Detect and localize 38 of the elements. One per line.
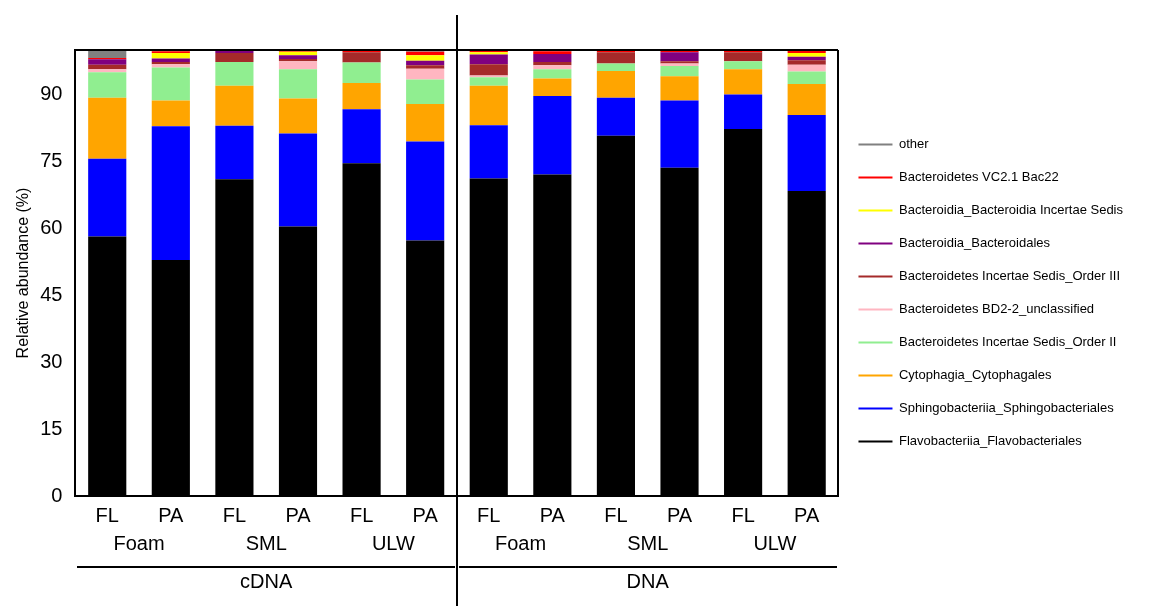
- x-tick-label: PA: [666, 503, 693, 526]
- legend-label: Bacteroidetes VC2.1 Bac22: [898, 169, 1059, 185]
- legend-label: Bacteroidia_Bacteroidales: [898, 235, 1051, 251]
- legend-label: Sphingobacteriia_Sphingobacteriales: [898, 400, 1115, 416]
- text: ULW: [371, 531, 415, 554]
- x-tick-label: FL: [349, 503, 374, 526]
- legend-label: Cytophagia_Cytophagales: [898, 367, 1052, 383]
- x-tick-label: PA: [285, 503, 312, 526]
- x-tick-label: FL: [477, 503, 501, 526]
- x-tick-label: PA: [158, 503, 185, 526]
- y-tick-label: 0: [51, 483, 63, 506]
- x-tick-label: PA: [539, 503, 566, 526]
- x-tick-label: FL: [604, 503, 628, 526]
- y-tick-label: 90: [40, 82, 63, 105]
- y-tick-label: 60: [40, 215, 63, 238]
- legend-label: other: [898, 136, 930, 152]
- legend-label: Bacteroidetes Incertae Sedis_Order III: [898, 268, 1121, 284]
- y-tick-label: 30: [40, 349, 63, 372]
- text: SML: [627, 531, 669, 554]
- y-tick-label: 15: [40, 416, 63, 439]
- y-axis-title: Relative abundance (%): [14, 187, 32, 359]
- y-tick-label: 75: [40, 149, 63, 172]
- legend-label: Flavobacteriia_Flavobacteriales: [898, 433, 1083, 449]
- text: SML: [245, 531, 287, 554]
- y-tick-label: 45: [40, 282, 63, 305]
- text: ULW: [753, 531, 797, 554]
- x-tick-label: FL: [222, 503, 247, 526]
- x-tick-label: FL: [95, 503, 119, 526]
- x-tick-label: FL: [731, 503, 755, 526]
- text: DNA: [626, 569, 670, 592]
- legend-label: Bacteroidia_Bacteroidia Incertae Sedis: [898, 202, 1124, 218]
- x-tick-label: PA: [412, 503, 439, 526]
- text: Foam: [113, 531, 165, 554]
- x-tick-label: PA: [794, 503, 820, 526]
- legend-label: Bacteroidetes Incertae Sedis_Order II: [898, 334, 1117, 350]
- legend-label: Bacteroidetes BD2-2_unclassified: [898, 301, 1095, 317]
- text: cDNA: [240, 569, 293, 592]
- text: Foam: [494, 531, 547, 554]
